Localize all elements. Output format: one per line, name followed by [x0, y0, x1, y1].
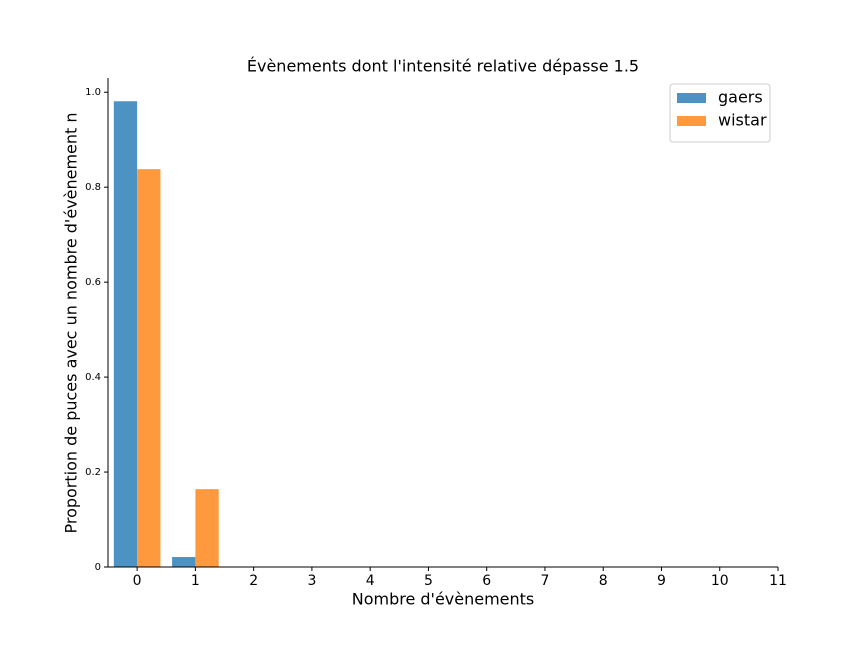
bar	[172, 557, 196, 567]
x-tick-label: 0	[133, 573, 142, 589]
bar	[195, 489, 219, 567]
y-axis-label: Proportion de puces avec un nombre d'évè…	[62, 112, 81, 533]
x-tick-label: 11	[769, 573, 787, 589]
x-tick-label: 7	[540, 573, 549, 589]
legend-swatch	[677, 93, 706, 103]
y-tick-label: 0.4	[85, 372, 101, 383]
y-tick-label: 0.2	[85, 467, 101, 478]
x-tick-label: 6	[482, 573, 491, 589]
legend-label: wistar	[718, 111, 767, 130]
x-tick-label: 1	[191, 573, 200, 589]
chart-title: Évènements dont l'intensité relative dép…	[247, 57, 639, 76]
x-tick-label: 5	[424, 573, 433, 589]
y-tick-label: 0.8	[85, 182, 101, 193]
x-tick-label: 4	[366, 573, 375, 589]
y-tick-label: 1.0	[85, 87, 101, 98]
bar	[113, 101, 138, 567]
x-tick-label: 9	[657, 573, 666, 589]
x-tick-label: 8	[599, 573, 608, 589]
bar	[137, 169, 161, 568]
legend-label: gaers	[718, 88, 763, 107]
x-tick-label: 3	[307, 573, 316, 589]
y-tick-label: 0.6	[85, 277, 101, 288]
x-axis-label: Nombre d'évènements	[352, 590, 535, 609]
legend-swatch	[677, 116, 706, 126]
x-tick-label: 2	[249, 573, 258, 589]
x-tick-label: 10	[711, 573, 729, 589]
y-tick-label: 0	[95, 562, 101, 573]
